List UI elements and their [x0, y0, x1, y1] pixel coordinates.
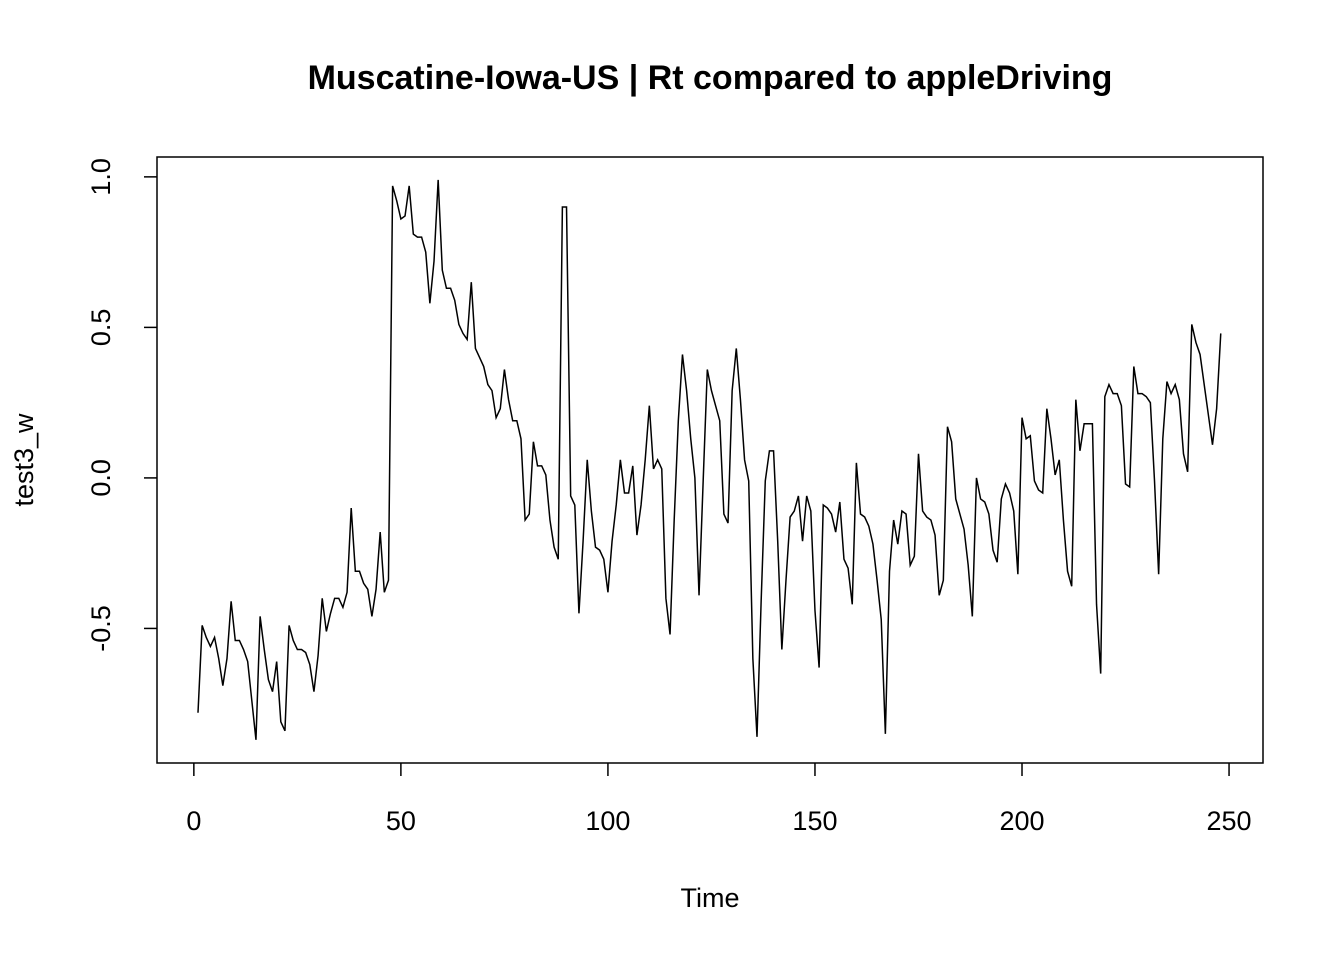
x-tick-label: 50 [386, 806, 416, 836]
x-tick-label: 100 [585, 806, 630, 836]
series-line [197, 179, 1222, 740]
chart-title: Muscatine-Iowa-US | Rt compared to apple… [308, 59, 1113, 97]
y-tick-label: 1.0 [86, 158, 116, 196]
x-tick-label: 250 [1207, 806, 1252, 836]
x-tick-label: 0 [186, 806, 201, 836]
y-tick-label: 0.0 [86, 459, 116, 497]
x-tick-label: 200 [999, 806, 1044, 836]
x-axis-label: Time [681, 883, 740, 913]
y-tick-label: -0.5 [86, 605, 116, 652]
x-tick-label: 150 [792, 806, 837, 836]
y-axis-label: test3_w [9, 413, 39, 507]
y-tick-label: 0.5 [86, 309, 116, 347]
plot-box [156, 156, 1264, 764]
